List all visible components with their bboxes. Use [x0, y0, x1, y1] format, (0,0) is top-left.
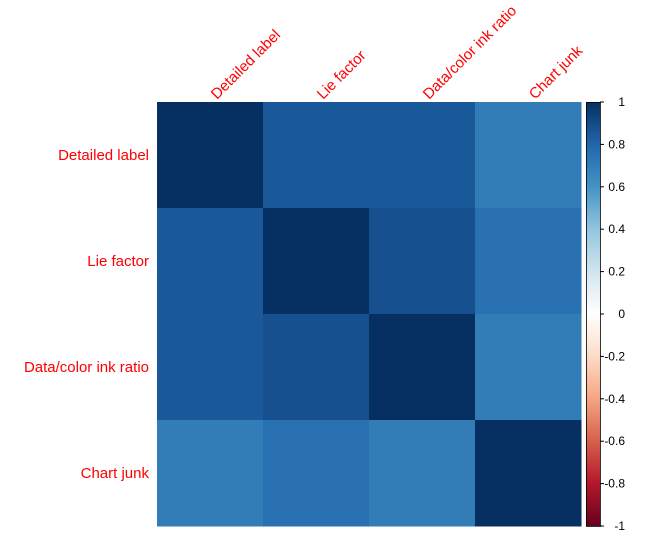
cell-lie-factor-data-color-ink-ratio: [369, 208, 476, 315]
colorbar-tick-label: 1: [618, 95, 625, 109]
cell-chart-junk-data-color-ink-ratio: [369, 420, 476, 527]
column-labels: Detailed label Lie factor Data/color ink r…: [208, 2, 587, 102]
heatmap-cells: [157, 102, 582, 527]
cell-lie-factor-chart-junk: [475, 208, 582, 315]
cell-detailed-label-chart-junk: [475, 102, 582, 209]
row-labels: Detailed label Lie factor Data/color ink r…: [24, 147, 150, 482]
cell-chart-junk-lie-factor: [263, 420, 370, 527]
cell-chart-junk-chart-junk: [475, 420, 582, 527]
cell-data-color-ink-ratio-lie-factor: [263, 314, 370, 421]
colorbar-tick-label: -0.2: [604, 349, 625, 363]
cell-data-color-ink-ratio-detailed-label: [157, 314, 264, 421]
col-label-chart-junk: Chart junk: [526, 42, 587, 103]
cell-data-color-ink-ratio-data-color-ink-ratio: [369, 314, 476, 421]
cell-detailed-label-data-color-ink-ratio: [369, 102, 476, 209]
colorbar-tick-label: -0.8: [604, 477, 625, 491]
col-label-data-color-ink-ratio: Data/color ink ratio: [420, 2, 520, 102]
col-label-lie-factor: Lie factor: [314, 47, 370, 103]
colorbar-tick-label: 0.4: [608, 222, 625, 236]
colorbar-ticks: 1 0.8 0.6 0.4 0.2 0 -0.2 -0.4 -0.6 -0.8 -1: [600, 95, 625, 533]
cell-detailed-label-detailed-label: [157, 102, 264, 209]
colorbar-tick-label: 0.2: [608, 265, 625, 279]
row-label-detailed-label: Detailed label: [58, 147, 149, 164]
cell-chart-junk-detailed-label: [157, 420, 264, 527]
col-label-detailed-label: Detailed label: [208, 27, 284, 103]
colorbar-tick-label: -0.4: [604, 392, 625, 406]
colorbar-tick-label: -1: [614, 519, 625, 533]
colorbar-tick-label: 0.8: [608, 137, 625, 151]
cell-detailed-label-lie-factor: [263, 102, 370, 209]
colorbar-gradient: [586, 102, 600, 526]
colorbar-tick-label: -0.6: [604, 434, 625, 448]
row-label-data-color-ink-ratio: Data/color ink ratio: [24, 359, 149, 376]
colorbar-tick-label: 0: [618, 307, 625, 321]
colorbar-legend: 1 0.8 0.6 0.4 0.2 0 -0.2 -0.4 -0.6 -0.8 -1: [586, 95, 625, 533]
cell-data-color-ink-ratio-chart-junk: [475, 314, 582, 421]
cell-lie-factor-lie-factor: [263, 208, 370, 315]
colorbar-tick-label: 0.6: [608, 180, 625, 194]
row-label-chart-junk: Chart junk: [81, 465, 150, 482]
cell-lie-factor-detailed-label: [157, 208, 264, 315]
row-label-lie-factor: Lie factor: [87, 253, 149, 270]
